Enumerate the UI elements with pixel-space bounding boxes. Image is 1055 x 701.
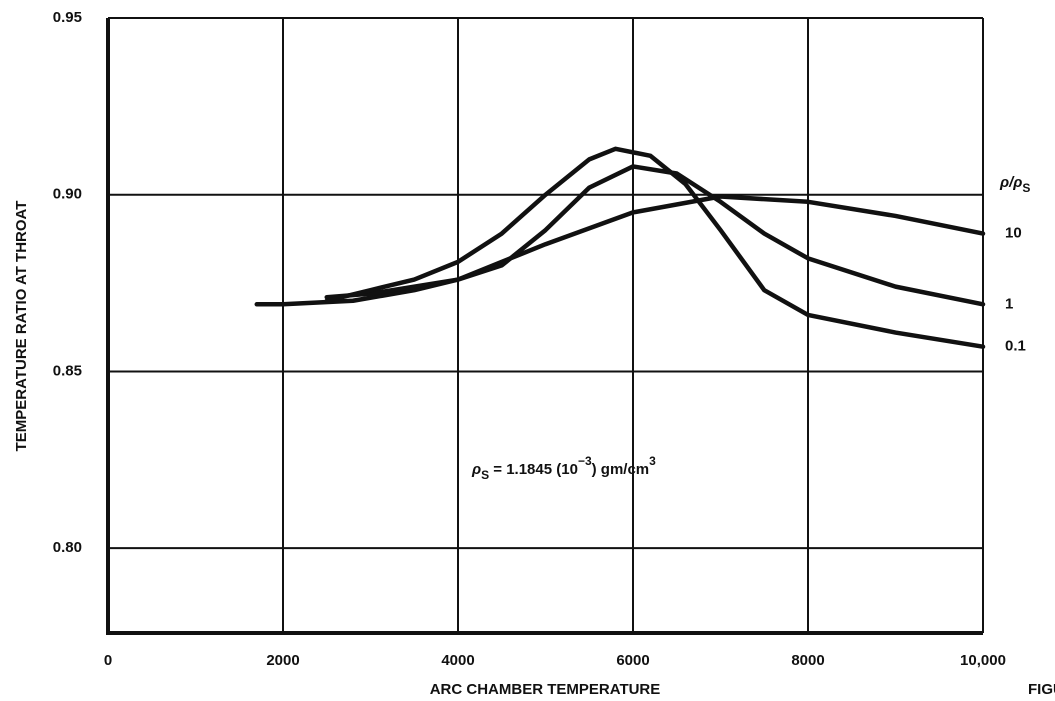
series-label: 1 [1005,295,1013,312]
x-axis-title: ARC CHAMBER TEMPERATURE [430,681,661,698]
x-tick-label: 10,000 [960,652,1006,669]
annotation-part: −3 [578,454,592,468]
series-label: 10 [1005,225,1022,242]
annotation: ρS = 1.1845 (10−3) gm/cm3 [471,454,656,482]
y-tick-label: 0.95 [53,9,82,26]
figure-label: FIGU [1028,681,1055,698]
x-tick-label: 0 [104,652,112,669]
annotation-part: ρ [471,461,481,478]
legend-title: ρ/ρS [999,174,1030,195]
y-tick-label: 0.90 [53,186,82,203]
y-tick-label: 0.80 [53,539,82,556]
y-tick-label: 0.85 [53,362,82,379]
line-series [324,146,986,349]
x-tick-label: 6000 [616,652,649,669]
line-series [254,194,986,307]
legend-title-part: ρ/ρ [999,174,1022,191]
annotation-part: = 1.1845 (10 [489,461,578,478]
x-tick-label: 2000 [266,652,299,669]
series-label: 0.1 [1005,338,1026,355]
annotation-part: S [481,468,489,482]
x-tick-label: 8000 [791,652,824,669]
annotation-part: ) gm/cm [592,461,650,478]
legend-title-part: S [1022,181,1030,195]
y-axis-title: TEMPERATURE RATIO AT THROAT [13,201,30,452]
x-tick-label: 4000 [441,652,474,669]
line-series [324,164,986,307]
annotation-part: 3 [649,454,656,468]
